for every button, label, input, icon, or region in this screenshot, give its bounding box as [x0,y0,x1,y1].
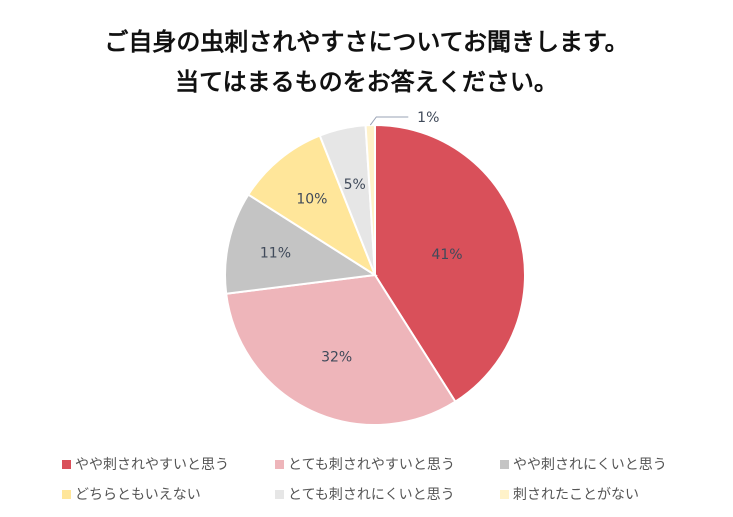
legend-item-4: どちらともいえない [62,484,201,504]
legend-item-6: 刺されたことがない [500,484,639,504]
pie-slice-label-3: 11% [260,246,291,262]
pie-slice-label-4: 10% [296,192,327,208]
legend-label: やや刺されやすいと思う [75,457,229,473]
legend-label: どちらともいえない [75,487,201,503]
legend-swatch [62,489,71,499]
legend-swatch [500,459,509,469]
legend-swatch [275,459,284,469]
legend-label: やや刺されにくいと思う [513,457,667,473]
pie-slice-label-5: 5% [344,177,366,193]
legend-item-5: とても刺されにくいと思う [275,484,455,504]
pie-leader-line [369,116,409,126]
pie-slice-label-6: 1% [417,110,439,126]
pie-slice-3 [224,193,378,295]
legend-label: 刺されたことがない [513,487,639,503]
legend-swatch [62,459,71,469]
legend-item-2: とても刺されやすいと思う [275,454,455,474]
legend-item-3: やや刺されにくいと思う [500,454,667,474]
pie-slice-4 [246,134,378,278]
legend-label: とても刺されにくいと思う [288,487,455,503]
legend-swatch [275,489,284,499]
legend-swatch [500,489,509,499]
pie-slice-6 [364,123,376,276]
pie-slice-label-2: 32% [321,349,352,365]
legend-label: とても刺されやすいと思う [288,457,455,473]
chart-title-line-1: ご自身の虫刺されやすさについてお聞きします。 [104,28,629,56]
chart-title-line-2: 当てはまるものをお答えください。 [175,68,558,96]
pie-slice-label-1: 41% [431,247,462,263]
pie-slice-2 [225,273,457,426]
legend-item-1: やや刺されやすいと思う [62,454,229,474]
